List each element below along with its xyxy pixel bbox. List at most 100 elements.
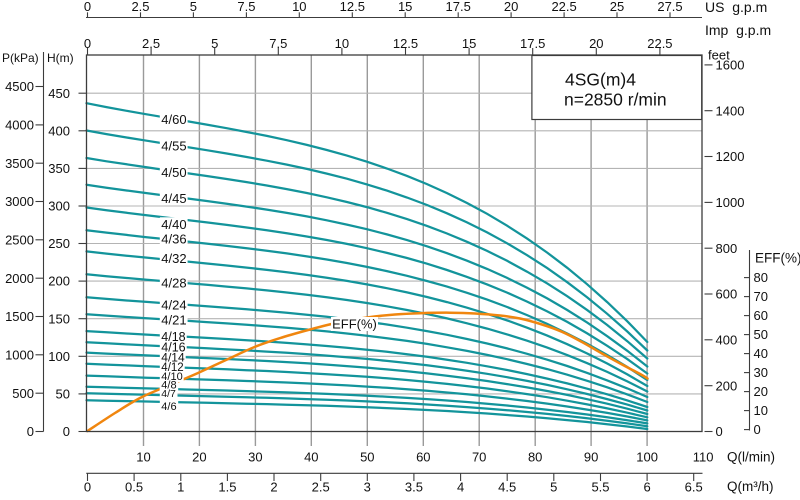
svg-text:feet: feet [708,48,730,63]
svg-text:4000: 4000 [5,118,34,133]
svg-text:n=2850 r/min: n=2850 r/min [564,89,667,109]
svg-text:5: 5 [550,479,557,494]
svg-text:150: 150 [48,311,70,326]
svg-text:20: 20 [754,384,768,399]
svg-text:17.5: 17.5 [520,36,545,51]
svg-text:4500: 4500 [5,79,34,94]
svg-text:4/12: 4/12 [161,362,183,374]
svg-text:4SG(m)4: 4SG(m)4 [565,70,636,90]
svg-text:4/21: 4/21 [161,312,186,327]
svg-text:200: 200 [716,378,738,393]
svg-text:22.5: 22.5 [647,36,672,51]
svg-text:1500: 1500 [5,309,34,324]
svg-text:4/55: 4/55 [161,139,186,154]
svg-text:5: 5 [211,36,218,51]
svg-text:400: 400 [716,332,738,347]
svg-text:27.5: 27.5 [657,0,682,14]
svg-text:400: 400 [48,123,70,138]
svg-text:70: 70 [754,289,768,304]
svg-text:10: 10 [754,403,768,418]
svg-text:40: 40 [754,346,768,361]
svg-text:20: 20 [192,450,206,465]
svg-text:60: 60 [416,450,430,465]
svg-text:4/14: 4/14 [161,350,185,364]
svg-text:100: 100 [636,450,658,465]
svg-text:6.5: 6.5 [685,479,703,494]
svg-text:2.5: 2.5 [131,0,149,14]
svg-text:70: 70 [472,450,486,465]
svg-text:90: 90 [584,450,598,465]
svg-text:50: 50 [56,387,70,402]
svg-text:US g.p.m: US g.p.m [705,0,767,15]
svg-text:10: 10 [335,36,349,51]
svg-text:0: 0 [84,479,91,494]
svg-text:2: 2 [270,479,277,494]
svg-text:600: 600 [716,287,738,302]
svg-text:20: 20 [504,0,518,14]
svg-text:0.5: 0.5 [125,479,143,494]
svg-text:450: 450 [48,86,70,101]
svg-text:2.5: 2.5 [312,479,330,494]
svg-text:3.5: 3.5 [405,479,423,494]
svg-text:4.5: 4.5 [498,479,516,494]
svg-text:60: 60 [754,308,768,323]
svg-text:1000: 1000 [716,195,745,210]
svg-text:3500: 3500 [5,156,34,171]
svg-text:50: 50 [754,327,768,342]
svg-text:2000: 2000 [5,271,34,286]
svg-text:110: 110 [693,450,714,465]
svg-text:3000: 3000 [5,194,34,209]
svg-text:4/18: 4/18 [161,330,185,344]
svg-text:2500: 2500 [5,232,34,247]
svg-text:40: 40 [304,450,318,465]
svg-text:17.5: 17.5 [446,0,471,14]
svg-text:80: 80 [528,450,542,465]
svg-text:P(kPa): P(kPa) [2,51,39,65]
svg-text:0: 0 [754,422,761,437]
svg-text:25: 25 [610,0,624,14]
svg-text:7.5: 7.5 [237,0,255,14]
svg-text:12.5: 12.5 [393,36,418,51]
svg-text:30: 30 [248,450,262,465]
svg-text:30: 30 [754,365,768,380]
svg-text:1200: 1200 [716,149,745,164]
svg-text:0: 0 [84,36,91,51]
svg-text:300: 300 [48,199,70,214]
svg-text:100: 100 [48,349,70,364]
svg-text:5.5: 5.5 [591,479,609,494]
svg-text:1400: 1400 [716,103,745,118]
svg-text:4/28: 4/28 [161,276,186,291]
svg-text:4/40: 4/40 [161,217,186,232]
svg-text:0: 0 [84,0,91,14]
svg-text:500: 500 [12,386,34,401]
svg-text:1: 1 [177,479,184,494]
svg-text:6: 6 [643,479,650,494]
svg-text:80: 80 [754,270,768,285]
svg-text:EFF(%): EFF(%) [755,251,800,266]
svg-text:12.5: 12.5 [340,0,365,14]
svg-text:250: 250 [48,236,70,251]
svg-text:10: 10 [136,450,150,465]
svg-text:1600: 1600 [716,58,745,73]
svg-text:5: 5 [190,0,197,14]
svg-text:0: 0 [63,424,70,439]
svg-text:4: 4 [457,479,464,494]
svg-text:200: 200 [48,274,70,289]
svg-text:15: 15 [398,0,412,14]
svg-text:4/8: 4/8 [161,380,176,392]
svg-text:0: 0 [27,424,34,439]
svg-text:4/50: 4/50 [161,165,186,180]
svg-text:4/10: 4/10 [161,371,182,383]
svg-text:2.5: 2.5 [142,36,160,51]
svg-text:3: 3 [364,479,371,494]
svg-text:4/16: 4/16 [161,341,185,355]
svg-text:4/24: 4/24 [161,297,186,312]
svg-text:10: 10 [292,0,306,14]
svg-text:4/6: 4/6 [161,401,176,413]
svg-text:15: 15 [462,36,476,51]
svg-text:4/36: 4/36 [161,232,186,247]
svg-text:50: 50 [360,450,374,465]
svg-text:4/60: 4/60 [161,112,186,127]
svg-text:H(m): H(m) [47,51,74,65]
svg-text:1.5: 1.5 [218,479,236,494]
